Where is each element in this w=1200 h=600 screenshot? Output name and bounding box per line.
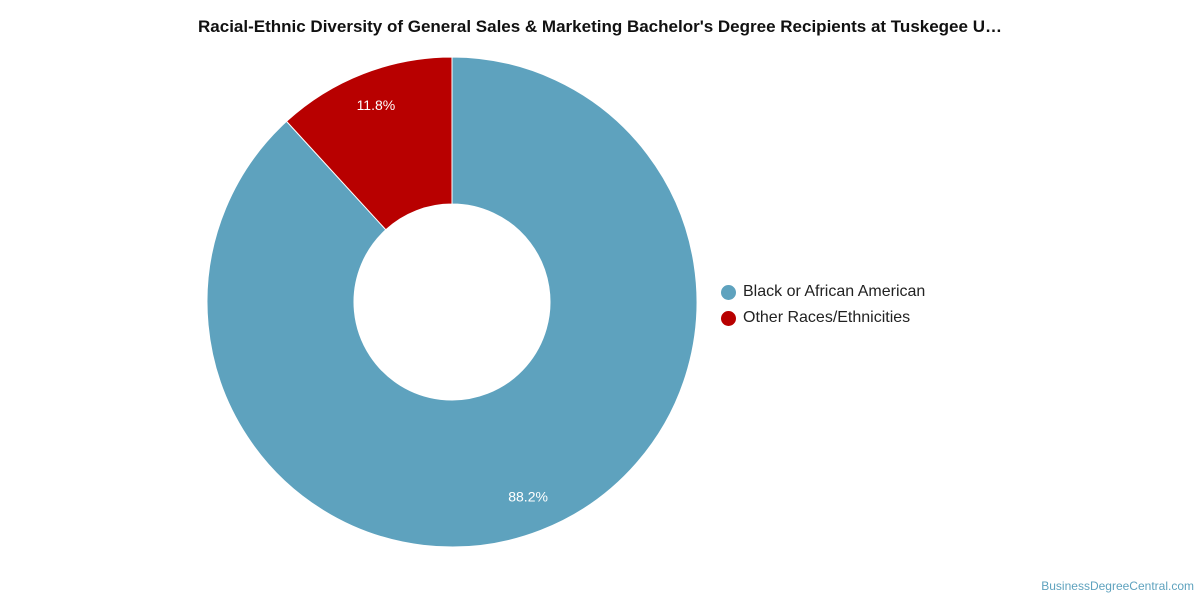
slice-black-or-african-american[interactable] — [206, 56, 698, 548]
legend-label-black-or-african-american: Black or African American — [743, 283, 926, 300]
legend-label-other-races-ethnicities: Other Races/Ethnicities — [743, 309, 911, 326]
slice-other-races-ethnicities[interactable] — [285, 56, 453, 231]
legend-item-black-or-african-american[interactable]: Black or African American — [721, 279, 925, 305]
source-credit[interactable]: BusinessDegreeCentral.com — [1041, 579, 1194, 593]
legend-item-other-races-ethnicities[interactable]: Other Races/Ethnicities — [721, 305, 925, 331]
legend-swatch-black-or-african-american — [721, 284, 736, 300]
data-label-other-races-ethnicities: 11.8% — [357, 97, 396, 113]
chart-legend: Black or African American Other Races/Et… — [721, 279, 925, 331]
legend-swatch-other-races-ethnicities — [721, 310, 736, 326]
chart-title: Racial-Ethnic Diversity of General Sales… — [198, 17, 1002, 36]
data-label-black-or-african-american: 88.2% — [508, 488, 548, 504]
